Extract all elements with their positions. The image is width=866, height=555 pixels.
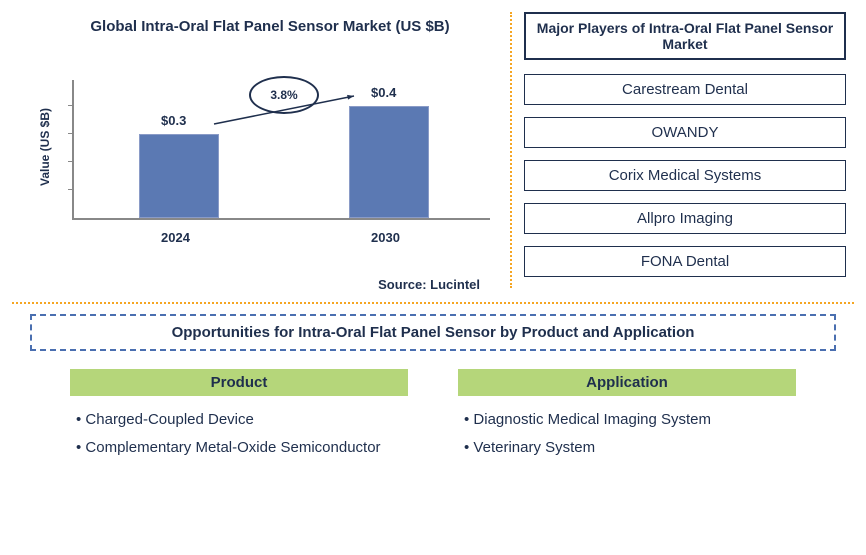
vertical-divider (510, 12, 512, 288)
growth-arrow (74, 80, 494, 220)
y-axis-label: Value (US $B) (38, 108, 52, 186)
opportunity-item: Veterinary System (464, 434, 796, 462)
opportunity-item: Diagnostic Medical Imaging System (464, 406, 796, 434)
opportunity-column-header: Product (70, 369, 408, 396)
player-box: FONA Dental (524, 246, 846, 277)
player-box: Allpro Imaging (524, 203, 846, 234)
bar-chart-plot: $0.32024$0.420303.8% (72, 80, 490, 220)
opportunity-column: Product Charged-Coupled DeviceComplementa… (70, 369, 408, 462)
opportunity-list: Diagnostic Medical Imaging SystemVeterin… (458, 406, 796, 462)
opportunity-item: Complementary Metal-Oxide Semiconductor (76, 434, 408, 462)
x-category-label: 2030 (371, 230, 400, 245)
opportunity-list: Charged-Coupled DeviceComplementary Meta… (70, 406, 408, 462)
chart-area: Value (US $B) $0.32024$0.420303.8% (72, 80, 490, 220)
opportunity-item: Charged-Coupled Device (76, 406, 408, 434)
horizontal-divider (12, 302, 854, 304)
source-attribution: Source: Lucintel (378, 277, 480, 292)
players-title-box: Major Players of Intra-Oral Flat Panel S… (524, 12, 846, 60)
x-category-label: 2024 (161, 230, 190, 245)
player-box: Corix Medical Systems (524, 160, 846, 191)
chart-title: Global Intra-Oral Flat Panel Sensor Mark… (70, 18, 470, 35)
opportunity-column: Application Diagnostic Medical Imaging Sy… (458, 369, 796, 462)
opportunity-column-header: Application (458, 369, 796, 396)
opportunities-title-box: Opportunities for Intra-Oral Flat Panel … (30, 314, 836, 351)
player-box: OWANDY (524, 117, 846, 148)
player-box: Carestream Dental (524, 74, 846, 105)
